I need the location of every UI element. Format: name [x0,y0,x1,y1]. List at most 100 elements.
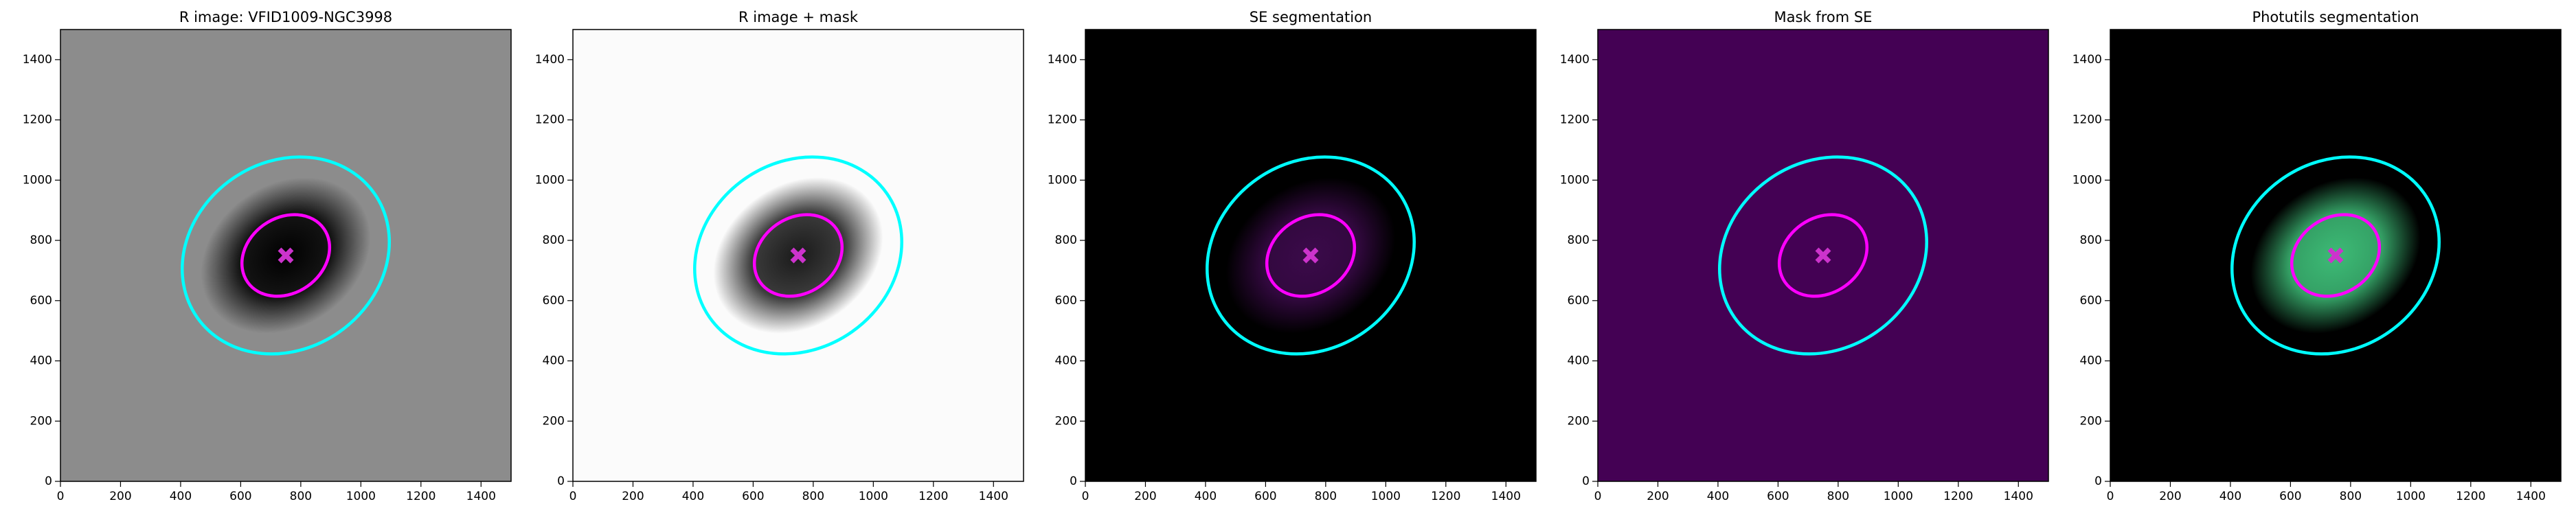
y-tick-label: 1200 [535,113,565,127]
y-tick-label: 1200 [23,113,52,127]
center-marker [1815,247,1831,264]
x-tick-label: 600 [742,490,764,503]
center-marker [1302,247,1319,264]
x-tick-label: 1400 [466,490,496,503]
y-tick-label: 1400 [535,53,565,67]
y-tick-label: 600 [2080,294,2102,308]
x-tick-label: 1200 [2456,490,2485,503]
x-tick-label: 400 [682,490,704,503]
x-tick-label: 400 [170,490,192,503]
x-tick-label: 200 [109,490,131,503]
panel-title: Photutils segmentation [2252,9,2419,25]
x-tick-label: 1000 [346,490,376,503]
y-tick-label: 800 [30,233,52,247]
x-tick-label: 600 [1767,490,1789,503]
x-tick-label: 0 [2107,490,2114,503]
y-tick-label: 400 [543,354,565,368]
aperture-ellipse [1265,213,1357,298]
x-tick-label: 800 [2340,490,2362,503]
axes-frame [572,29,1024,482]
x-tick-label: 1000 [1371,490,1401,503]
y-tick-label: 1000 [1560,173,1590,187]
panel [1598,30,2048,481]
y-tick-label: 1000 [535,173,565,187]
y-tick-label: 0 [1582,474,1590,488]
aperture-ellipse [240,213,332,298]
y-tick-label: 0 [557,474,565,488]
axes-frame [60,29,512,482]
x-tick-label: 1400 [979,490,1008,503]
x-tick-label: 1400 [1491,490,1521,503]
x-tick-label: 1200 [918,490,948,503]
y-tick-label: 400 [2080,354,2102,368]
panel-title: SE segmentation [1250,9,1372,25]
y-tick-label: 400 [30,354,52,368]
x-tick-label: 800 [802,490,824,503]
x-tick-label: 800 [290,490,312,503]
x-tick-label: 200 [1134,490,1156,503]
axes-frame [1597,29,2049,482]
x-tick-label: 1000 [859,490,888,503]
y-tick-label: 600 [30,294,52,308]
y-tick-label: 0 [2094,474,2102,488]
y-tick-label: 200 [1055,414,1077,428]
y-tick-label: 1000 [1048,173,1077,187]
y-tick-label: 1400 [23,53,52,67]
x-tick-label: 1200 [1431,490,1460,503]
y-tick-label: 1000 [2072,173,2102,187]
x-tick-label: 0 [1594,490,1602,503]
x-tick-label: 800 [1827,490,1849,503]
x-tick-label: 400 [1195,490,1217,503]
x-tick-label: 600 [2279,490,2301,503]
axes-frame [1085,29,1537,482]
x-tick-label: 1400 [2004,490,2033,503]
aperture-ellipse [752,213,844,298]
y-tick-label: 0 [45,474,52,488]
x-tick-label: 400 [1707,490,1729,503]
x-tick-label: 200 [622,490,644,503]
panel-title: Mask from SE [1774,9,1873,25]
aperture-ellipse [2290,213,2382,298]
y-tick-label: 1200 [1048,113,1077,127]
x-tick-label: 1200 [1943,490,1973,503]
y-tick-label: 800 [2080,233,2102,247]
x-tick-label: 200 [2159,490,2181,503]
x-tick-label: 1400 [2516,490,2546,503]
x-tick-label: 600 [229,490,251,503]
panel [1085,30,1536,481]
x-tick-label: 400 [2219,490,2241,503]
aperture-ellipse [1206,155,1416,356]
y-tick-label: 200 [2080,414,2102,428]
y-tick-label: 1400 [2072,53,2102,67]
y-tick-label: 0 [1070,474,1077,488]
x-tick-label: 1000 [2396,490,2426,503]
y-tick-label: 400 [1568,354,1590,368]
panel-title: R image + mask [738,9,859,25]
x-tick-label: 1000 [1884,490,1913,503]
aperture-ellipse [1718,155,1928,356]
aperture-ellipse [181,155,391,356]
y-tick-label: 1200 [2072,113,2102,127]
aperture-ellipse [2230,155,2441,356]
center-marker [2327,247,2344,264]
y-tick-label: 400 [1055,354,1077,368]
x-tick-label: 0 [1082,490,1089,503]
aperture-ellipse [1777,213,1869,298]
panel [2110,30,2561,481]
center-marker [790,247,806,264]
panel-title: R image: VFID1009-NGC3998 [179,9,392,25]
axes-frame [2110,29,2562,482]
y-tick-label: 1200 [1560,113,1590,127]
x-tick-label: 1200 [406,490,436,503]
x-tick-label: 0 [569,490,577,503]
y-tick-label: 800 [1568,233,1590,247]
y-tick-label: 200 [543,414,565,428]
x-tick-label: 0 [57,490,65,503]
y-tick-label: 600 [543,294,565,308]
y-tick-label: 200 [30,414,52,428]
y-tick-label: 800 [1055,233,1077,247]
y-tick-label: 600 [1568,294,1590,308]
panel [60,30,511,481]
x-tick-label: 600 [1254,490,1276,503]
